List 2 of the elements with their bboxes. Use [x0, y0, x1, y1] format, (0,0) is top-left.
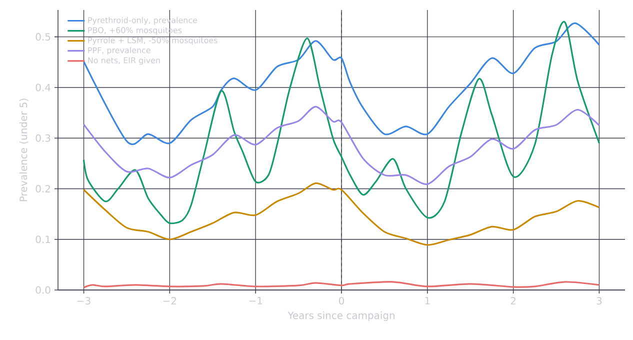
- line-series: [82, 182, 600, 246]
- line-series: [82, 106, 600, 186]
